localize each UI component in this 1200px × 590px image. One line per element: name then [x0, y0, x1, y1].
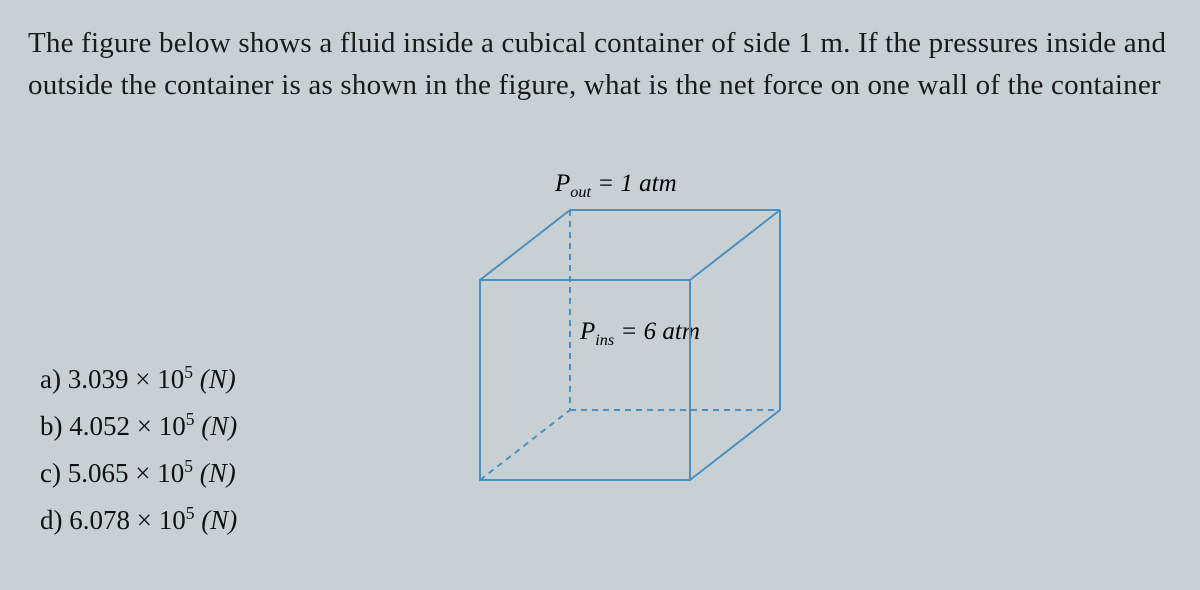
answer-b: b) 4.052 × 105 (N): [40, 409, 237, 442]
answer-d-letter: d): [40, 505, 69, 535]
answer-a-exp: 5: [184, 362, 193, 382]
answer-a-letter: a): [40, 364, 68, 394]
cube-edge-br: [690, 410, 780, 480]
p-out-symbol: P: [555, 170, 570, 197]
answer-a-mantissa: 3.039: [68, 364, 129, 394]
answer-a-unit: (N): [193, 364, 236, 394]
answer-b-exp: 5: [186, 409, 195, 429]
cube-svg: [450, 200, 810, 510]
question-text: The figure below shows a fluid inside a …: [28, 22, 1172, 106]
p-out-subscript: out: [570, 183, 591, 201]
answer-d: d) 6.078 × 105 (N): [40, 503, 237, 536]
cube-edge-tr: [690, 210, 780, 280]
p-out-value: = 1 atm: [591, 170, 677, 197]
answer-d-mantissa: 6.078: [69, 505, 130, 535]
answer-b-letter: b): [40, 411, 69, 441]
answer-c-times: × 10: [128, 458, 184, 488]
answer-b-unit: (N): [195, 411, 238, 441]
answer-b-times: × 10: [130, 411, 186, 441]
answer-a: a) 3.039 × 105 (N): [40, 362, 237, 395]
answer-c: c) 5.065 × 105 (N): [40, 456, 237, 489]
cube-edge-bl-dashed: [480, 410, 570, 480]
cube-diagram: Pout = 1 atm Pins = 6 atm: [450, 170, 880, 510]
answer-b-mantissa: 4.052: [69, 411, 130, 441]
answer-list: a) 3.039 × 105 (N) b) 4.052 × 105 (N) c)…: [40, 362, 237, 550]
answer-c-mantissa: 5.065: [68, 458, 129, 488]
answer-c-unit: (N): [193, 458, 236, 488]
answer-d-times: × 10: [130, 505, 186, 535]
answer-c-letter: c): [40, 458, 68, 488]
label-p-out: Pout = 1 atm: [555, 170, 677, 202]
answer-c-exp: 5: [184, 456, 193, 476]
answer-a-times: × 10: [128, 364, 184, 394]
answer-d-exp: 5: [186, 503, 195, 523]
answer-d-unit: (N): [195, 505, 238, 535]
cube-edge-tl: [480, 210, 570, 280]
cube-front-face: [480, 280, 690, 480]
